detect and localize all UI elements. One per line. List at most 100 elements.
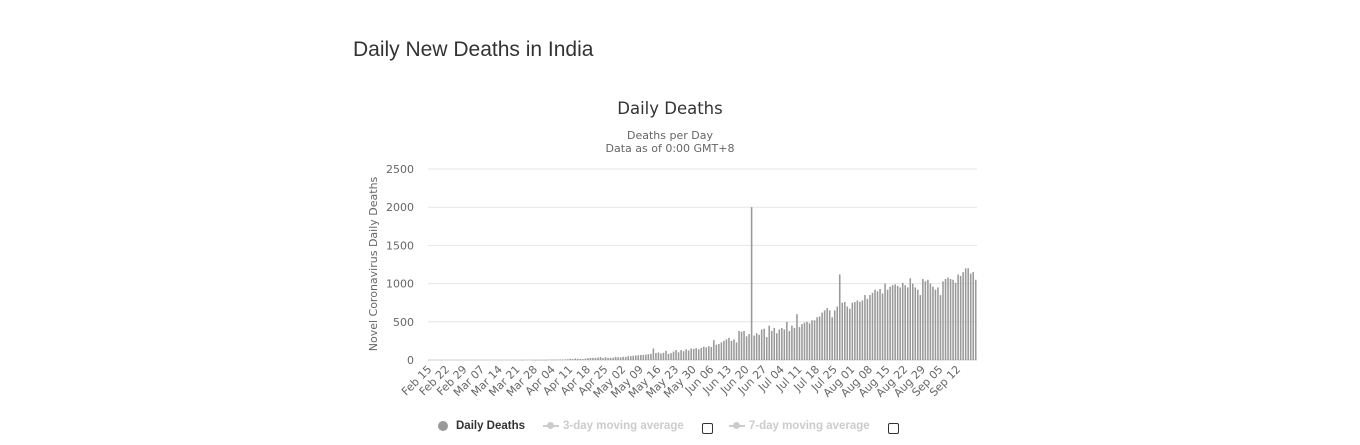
bar[interactable]	[896, 285, 899, 360]
bar[interactable]	[866, 298, 869, 360]
bar[interactable]	[806, 321, 808, 360]
bar[interactable]	[740, 331, 743, 360]
bar[interactable]	[697, 349, 700, 360]
bar[interactable]	[765, 337, 768, 360]
bar[interactable]	[624, 356, 627, 360]
bar[interactable]	[788, 330, 791, 360]
bar[interactable]	[879, 288, 881, 360]
bar[interactable]	[962, 272, 964, 360]
legend-item-daily-deaths[interactable]: Daily Deaths	[438, 420, 525, 432]
bar[interactable]	[607, 357, 609, 360]
bar[interactable]	[632, 355, 635, 360]
bar[interactable]	[582, 359, 584, 360]
bar[interactable]	[733, 339, 735, 360]
bar[interactable]	[549, 359, 551, 361]
bar[interactable]	[695, 348, 697, 360]
bar[interactable]	[949, 279, 952, 360]
bar[interactable]	[813, 320, 816, 360]
bar[interactable]	[708, 346, 710, 360]
bar[interactable]	[957, 274, 959, 360]
bar[interactable]	[796, 314, 798, 360]
bar[interactable]	[556, 359, 559, 361]
bar[interactable]	[629, 356, 632, 360]
bar[interactable]	[906, 287, 909, 360]
bar[interactable]	[640, 355, 642, 360]
bar[interactable]	[881, 293, 884, 360]
bar[interactable]	[849, 308, 851, 360]
bar[interactable]	[587, 358, 589, 360]
bar[interactable]	[718, 343, 720, 360]
bar[interactable]	[783, 329, 786, 360]
bar[interactable]	[801, 324, 803, 360]
bar[interactable]	[894, 284, 896, 360]
bar[interactable]	[889, 286, 891, 360]
legend-item-3-day-average[interactable]: 3-day moving average	[543, 420, 684, 432]
bar[interactable]	[680, 350, 682, 360]
bar[interactable]	[901, 282, 904, 360]
bar[interactable]	[967, 268, 969, 360]
bar[interactable]	[612, 357, 614, 360]
bar[interactable]	[768, 325, 771, 360]
bar[interactable]	[821, 312, 823, 360]
bar[interactable]	[667, 353, 670, 360]
bar[interactable]	[939, 295, 942, 360]
bar[interactable]	[770, 330, 773, 360]
bar[interactable]	[969, 273, 972, 360]
bar[interactable]	[594, 357, 597, 360]
bar[interactable]	[554, 359, 556, 361]
bar[interactable]	[929, 283, 932, 360]
bar[interactable]	[566, 359, 569, 360]
bar[interactable]	[798, 327, 801, 360]
bar[interactable]	[677, 352, 680, 360]
bar[interactable]	[859, 301, 861, 360]
bar[interactable]	[682, 351, 685, 360]
bar[interactable]	[861, 300, 864, 360]
bar[interactable]	[599, 356, 602, 360]
bar[interactable]	[841, 302, 844, 360]
bar[interactable]	[564, 359, 567, 360]
bar[interactable]	[617, 357, 619, 360]
bar[interactable]	[937, 287, 939, 360]
bar[interactable]	[919, 295, 922, 360]
bar[interactable]	[574, 358, 577, 360]
legend-item-7-day-average[interactable]: 7-day moving average	[728, 420, 870, 432]
bar[interactable]	[657, 352, 660, 360]
bar[interactable]	[909, 278, 912, 360]
bar[interactable]	[627, 356, 629, 360]
bar[interactable]	[846, 306, 849, 360]
bar[interactable]	[561, 359, 564, 361]
bar[interactable]	[619, 357, 622, 360]
bar[interactable]	[672, 351, 675, 360]
bar[interactable]	[710, 347, 713, 360]
bar[interactable]	[884, 283, 886, 360]
bar[interactable]	[702, 346, 705, 360]
bar[interactable]	[942, 281, 944, 360]
bar[interactable]	[947, 277, 949, 360]
bar[interactable]	[531, 359, 534, 361]
bar[interactable]	[687, 350, 690, 360]
bar[interactable]	[655, 353, 657, 360]
bar[interactable]	[685, 349, 687, 360]
bar[interactable]	[720, 342, 723, 360]
bar[interactable]	[864, 295, 866, 360]
bar[interactable]	[912, 283, 914, 360]
bar[interactable]	[569, 358, 572, 360]
bar[interactable]	[904, 285, 907, 360]
bar[interactable]	[828, 310, 831, 360]
bar[interactable]	[584, 358, 587, 360]
bar[interactable]	[838, 274, 841, 360]
bar[interactable]	[808, 323, 811, 360]
bar[interactable]	[778, 329, 781, 360]
bar[interactable]	[944, 279, 947, 360]
checkbox-3-day-average[interactable]	[701, 422, 713, 434]
bar[interactable]	[715, 344, 718, 360]
bar[interactable]	[534, 359, 536, 361]
bar[interactable]	[871, 292, 874, 360]
bar[interactable]	[544, 359, 546, 361]
bar[interactable]	[536, 359, 539, 361]
bar[interactable]	[818, 316, 821, 360]
bar[interactable]	[826, 308, 828, 360]
bar[interactable]	[974, 279, 977, 360]
bar[interactable]	[972, 272, 974, 360]
bar[interactable]	[645, 354, 647, 360]
